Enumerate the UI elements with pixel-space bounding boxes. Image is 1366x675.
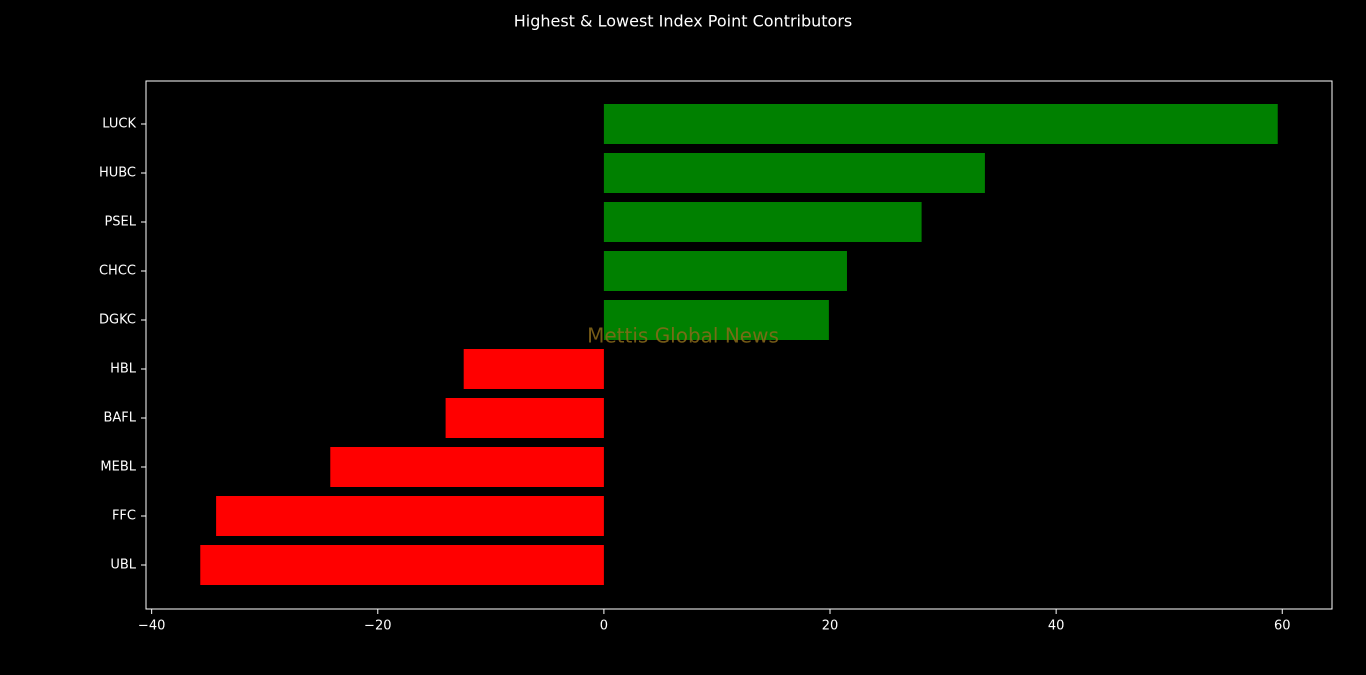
y-tick-label: DGKC	[99, 313, 136, 328]
bar	[200, 545, 604, 585]
bar	[603, 300, 829, 340]
x-tick-label: 0	[600, 619, 608, 634]
watermark: Mettis Global News	[587, 324, 779, 348]
x-tick-label: 20	[822, 619, 839, 634]
bar	[445, 398, 604, 438]
y-tick-label: UBL	[110, 558, 136, 573]
bar	[463, 349, 604, 389]
y-tick-label: FFC	[112, 509, 136, 524]
bar	[216, 496, 604, 536]
bar	[603, 251, 847, 291]
bar	[603, 104, 1278, 144]
bar	[330, 447, 604, 487]
y-tick-label: BAFL	[103, 411, 136, 426]
bar	[603, 202, 922, 242]
y-tick-label: LUCK	[102, 117, 136, 132]
x-tick-label: −20	[364, 619, 391, 634]
y-tick-label: HUBC	[99, 166, 136, 181]
y-tick-label: HBL	[110, 362, 137, 377]
x-tick-label: 40	[1048, 619, 1065, 634]
axes-frame	[145, 80, 1333, 610]
bar	[603, 153, 985, 193]
x-tick-label: 60	[1274, 619, 1291, 634]
y-tick-label: PSEL	[104, 215, 136, 230]
x-tick-label: −40	[138, 619, 165, 634]
chart-title: Highest & Lowest Index Point Contributor…	[514, 12, 853, 31]
y-tick-label: MEBL	[100, 460, 136, 475]
y-tick-label: CHCC	[99, 264, 136, 279]
